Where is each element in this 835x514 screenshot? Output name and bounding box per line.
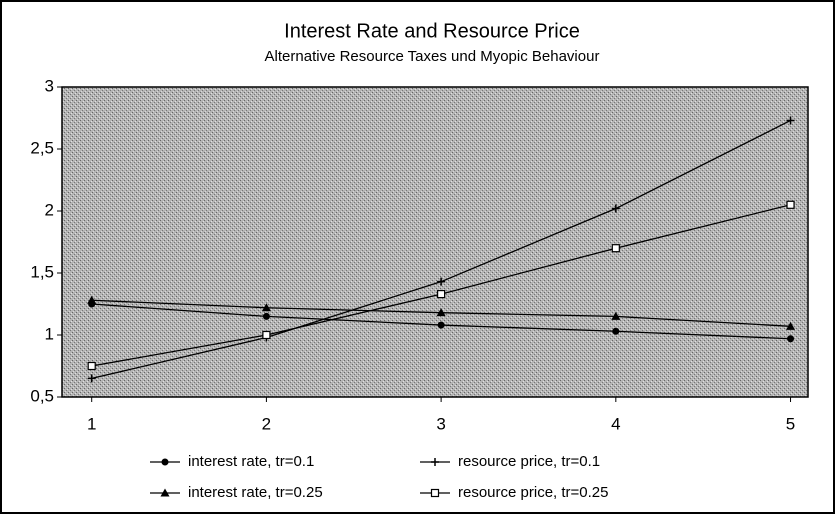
- legend-label: interest rate, tr=0.1: [188, 453, 314, 470]
- point: [786, 321, 796, 330]
- legend-marker: [430, 488, 440, 498]
- point: [87, 295, 97, 304]
- point: [611, 311, 621, 320]
- x-tick-label: 1: [87, 414, 96, 433]
- point: [261, 303, 271, 312]
- point: [786, 200, 795, 209]
- legend-marker: [431, 458, 439, 466]
- y-tick-label: 1,5: [30, 262, 54, 281]
- legend-marker: [161, 458, 169, 466]
- legend-label: resource price, tr=0.1: [458, 453, 600, 470]
- point: [436, 308, 446, 317]
- x-tick-label: 4: [611, 414, 620, 433]
- legend-label: interest rate, tr=0.25: [188, 484, 323, 501]
- point: [787, 335, 795, 343]
- x-tick-label: 3: [436, 414, 445, 433]
- point: [437, 289, 446, 299]
- legend-marker: [160, 488, 170, 497]
- x-tick-label: 2: [262, 414, 271, 433]
- y-tick-label: 3: [45, 76, 54, 95]
- y-tick-label: 0,5: [30, 386, 54, 405]
- y-tick-label: 2: [45, 200, 54, 219]
- point: [437, 277, 446, 286]
- point: [262, 330, 271, 340]
- chart-title: Interest Rate and Resource Price: [284, 20, 580, 42]
- plot-area: [61, 86, 809, 398]
- point: [437, 321, 445, 329]
- point: [87, 361, 96, 371]
- point: [87, 374, 96, 383]
- point: [262, 312, 270, 320]
- legend-label: resource price, tr=0.25: [458, 484, 609, 501]
- point: [611, 244, 620, 253]
- point: [612, 327, 620, 335]
- point: [611, 204, 620, 213]
- x-tick-label: 5: [786, 414, 795, 433]
- chart-subtitle: Alternative Resource Taxes und Myopic Be…: [265, 48, 600, 65]
- y-tick-label: 2,5: [30, 138, 54, 157]
- y-tick-label: 1: [45, 324, 54, 343]
- point: [786, 116, 795, 125]
